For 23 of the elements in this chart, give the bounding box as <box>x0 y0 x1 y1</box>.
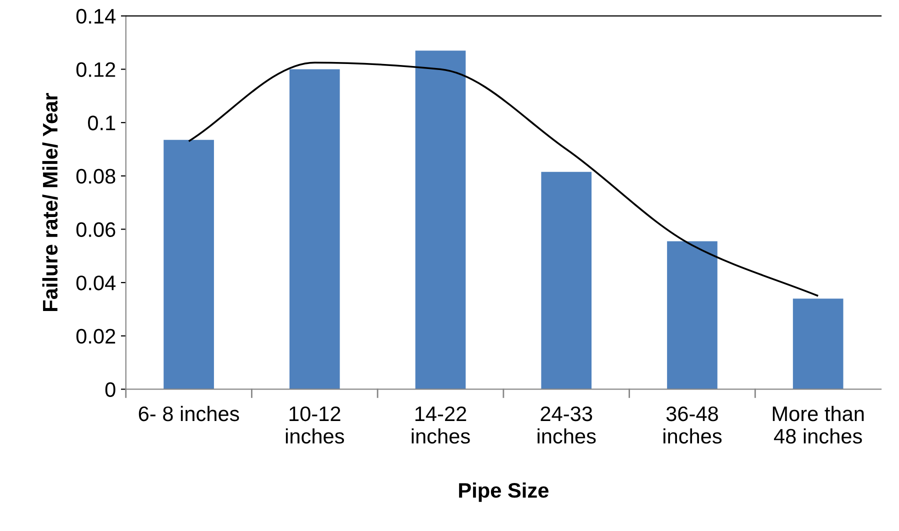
bar <box>415 50 466 390</box>
bar <box>792 298 844 390</box>
bar <box>164 140 214 390</box>
y-tick-label: 0.02 <box>76 328 116 344</box>
y-tick-label: 0.14 <box>76 8 116 24</box>
y-tick-label: 0 <box>105 382 116 397</box>
y-tick-label: 0.12 <box>76 62 116 78</box>
y-axis-title: Failure rate/ Mile/ Year <box>42 93 58 312</box>
bar <box>289 69 340 390</box>
x-tick-label: 36-48 inches <box>664 406 722 444</box>
bar <box>667 241 718 390</box>
y-tick-label: 0.06 <box>76 222 116 237</box>
y-tick-label: 0.08 <box>76 168 116 184</box>
x-tick-label: More than 48 inches <box>772 406 864 444</box>
x-tick-label: 10-12 inches <box>286 406 344 444</box>
line-series <box>188 62 819 297</box>
x-axis-title: Pipe Size <box>459 482 548 502</box>
x-tick-label: 6- 8 inches <box>138 406 239 422</box>
x-tick-label: 14-22 inches <box>412 406 470 444</box>
x-tick-label: 24-33 inches <box>538 406 596 444</box>
y-tick-label: 0.1 <box>88 116 116 130</box>
bar <box>541 172 592 390</box>
y-tick-label: 0.04 <box>76 276 116 290</box>
